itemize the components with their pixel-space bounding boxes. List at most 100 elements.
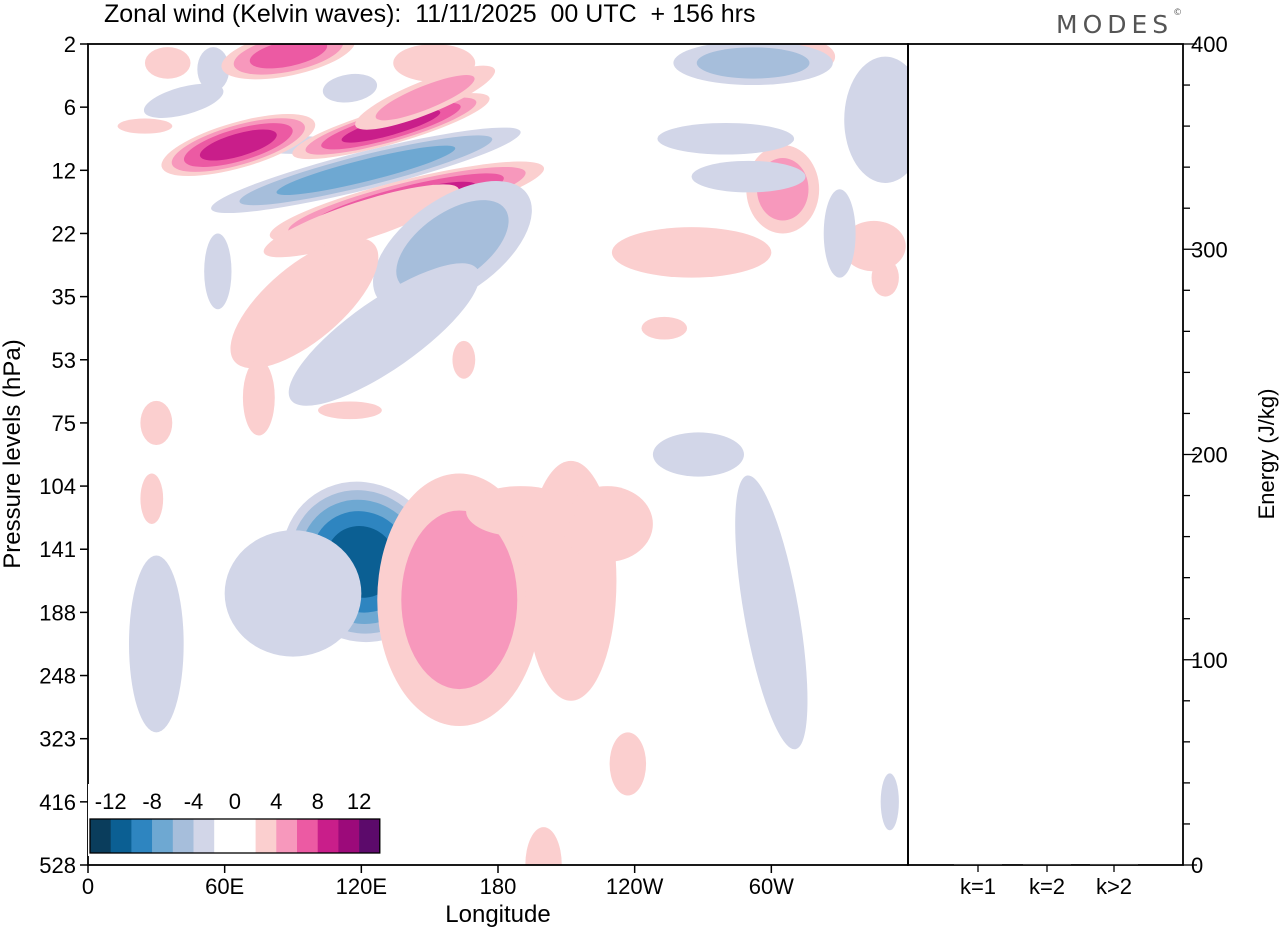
y-tick-label: 188 [39, 600, 76, 625]
wind-feature-pos [263, 184, 459, 258]
wind-contour-band [263, 184, 459, 258]
wind-feature-pos [525, 827, 562, 865]
wind-feature-pos [230, 237, 379, 369]
wind-feature-pos [144, 47, 191, 79]
wind-feature-pos [355, 65, 496, 130]
wind-feature-neg [652, 432, 744, 477]
wind-contour-band [249, 44, 328, 69]
colorbar-swatch [110, 819, 132, 853]
colorbar-swatch [276, 819, 298, 853]
colorbar-label: 4 [270, 789, 282, 814]
colorbar-label: -4 [184, 789, 204, 814]
x-tick-label: 60W [749, 874, 794, 899]
colorbar: -12 -8 -4 0 4 8 12 [88, 784, 386, 856]
energy-bar [1090, 863, 1138, 865]
wind-feature-neg [880, 773, 899, 831]
energy-category-label: k>2 [1096, 874, 1132, 899]
wind-feature-neg [211, 127, 521, 214]
colorbar-swatch [131, 819, 153, 853]
energy-category-label: k=1 [960, 874, 996, 899]
wind-contour-band [401, 510, 518, 690]
colorbar-swatch [214, 819, 236, 853]
colorbar-swatch [234, 819, 256, 853]
wind-feature-neg [322, 73, 378, 103]
wind-contour-band [657, 122, 795, 155]
y-tick-label: 248 [39, 664, 76, 689]
wind-contour-band [230, 237, 379, 369]
energy-tick-label: 300 [1191, 237, 1228, 262]
wind-contour-band [322, 73, 378, 103]
wind-feature-neg [224, 530, 362, 657]
wind-feature-neg [143, 83, 224, 118]
colorbar-swatch [152, 819, 174, 853]
y-tick-label: 35 [52, 285, 76, 310]
energy-plot-frame [907, 43, 1184, 866]
colorbar-swatch [193, 819, 215, 853]
wind-contour-band [735, 475, 808, 750]
colorbar-swatch [338, 819, 360, 853]
wind-feature-pos [841, 220, 906, 272]
wind-contour-band [375, 75, 475, 121]
wind-feature-neg [197, 47, 230, 92]
wind-feature-pos [161, 114, 316, 177]
wind-contour-band [144, 47, 191, 79]
x-tick-label: 60E [205, 874, 244, 899]
energy-tick-label: 100 [1191, 648, 1228, 673]
colorbar-swatch [317, 819, 339, 853]
wind-contour-band [129, 555, 184, 733]
y-axis-title: Pressure levels (hPa) [0, 339, 26, 568]
wind-feature-pos [641, 316, 688, 340]
colorbar-swatch [255, 819, 277, 853]
wind-field [117, 44, 908, 865]
colorbar-label: 8 [312, 789, 324, 814]
wind-contour-band [691, 160, 806, 193]
page-title: Zonal wind (Kelvin waves): 11/11/2025 00… [104, 0, 756, 28]
wind-contour-band [880, 773, 899, 831]
energy-axis-title: Energy (J/kg) [1254, 389, 1279, 520]
wind-contour-band [652, 432, 744, 477]
wind-feature-neg [844, 56, 908, 183]
wind-contour-band [242, 359, 275, 436]
y-tick-label: 75 [52, 411, 76, 436]
energy-bars: k=1 k=2 k>2 [954, 863, 1138, 899]
wind-feature-neg [673, 44, 833, 86]
x-tick-label: 120E [336, 874, 387, 899]
x-axis: 0 60E 120E 180 120W 60W [82, 865, 794, 899]
wind-contour-band [611, 227, 772, 278]
wind-feature-pos [140, 400, 173, 446]
wind-contour-band [396, 200, 509, 293]
wind-feature-pos [609, 732, 647, 796]
x-tick-label: 180 [480, 874, 517, 899]
wind-contour-band [318, 401, 382, 420]
wind-contour-band [204, 233, 232, 310]
y-tick-label: 416 [39, 790, 76, 815]
wind-contour-band [140, 400, 173, 446]
wind-feature-pos [242, 359, 275, 436]
wind-feature-pos [318, 401, 382, 420]
wind-feature-pos [452, 340, 476, 379]
colorbar-label: 0 [229, 789, 241, 814]
colorbar-label: -12 [95, 789, 127, 814]
wind-feature-pos [117, 118, 173, 134]
wind-feature-pos [221, 44, 356, 80]
wind-contour-band [841, 220, 906, 272]
energy-category-label: k=2 [1029, 874, 1065, 899]
brand-logo: MODES© [1056, 8, 1182, 39]
x-axis-title: Longitude [445, 901, 550, 928]
wind-feature-neg [204, 233, 232, 310]
y-tick-label: 2 [64, 32, 76, 57]
wind-feature-neg [657, 122, 795, 155]
wind-contour-band [823, 189, 856, 278]
wind-feature-neg [288, 263, 480, 406]
wind-feature-pos [561, 486, 653, 562]
wind-contour-band [844, 56, 908, 183]
wind-feature-neg [129, 555, 184, 733]
colorbar-label: 12 [347, 789, 371, 814]
x-tick-label: 0 [82, 874, 94, 899]
wind-contour-band [288, 263, 480, 406]
wind-contour-band [452, 340, 476, 379]
colorbar-swatch [172, 819, 194, 853]
wind-feature-neg [823, 189, 856, 278]
wind-feature-pos [871, 258, 899, 297]
wind-contour-band [224, 530, 362, 657]
